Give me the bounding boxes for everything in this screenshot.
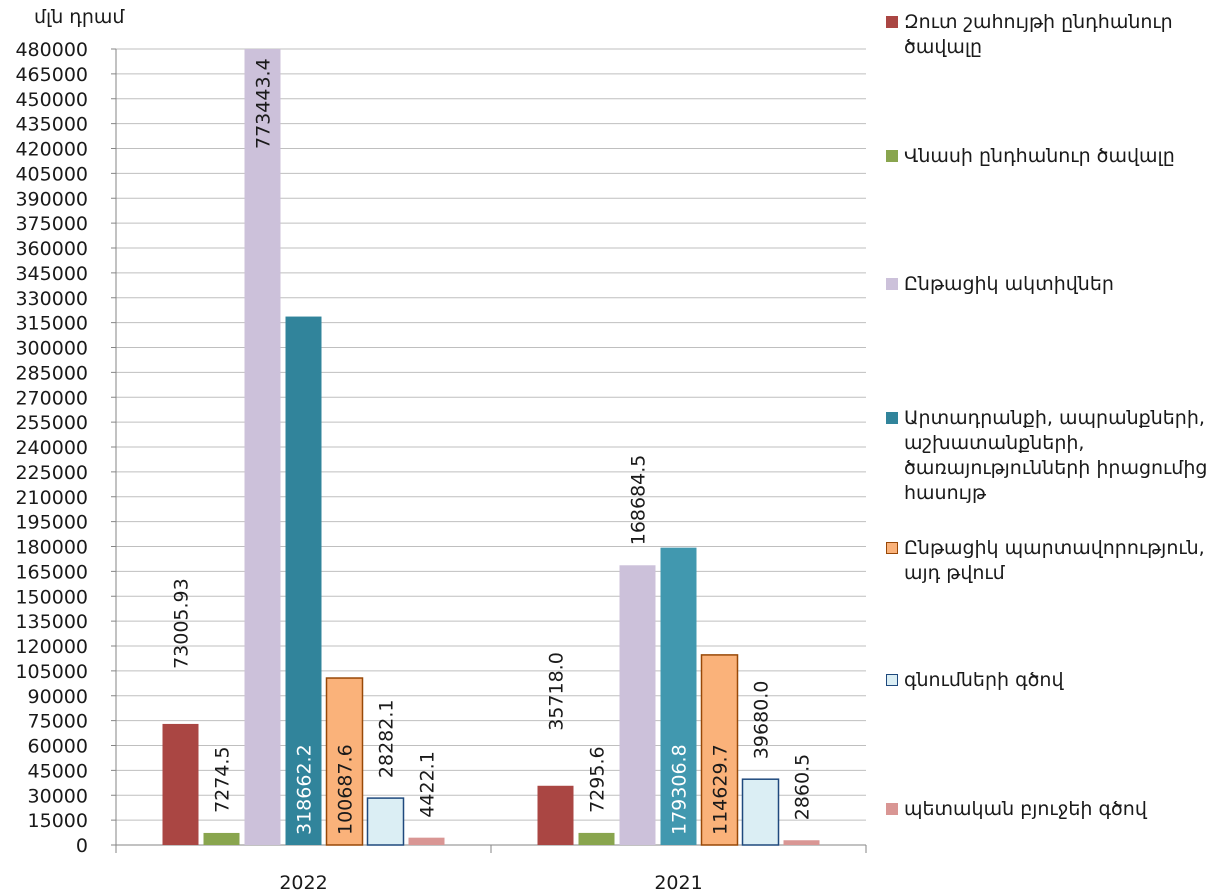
y-tick-label: 270000	[15, 387, 88, 409]
bar	[783, 840, 820, 845]
bar	[244, 49, 281, 845]
bar	[578, 832, 615, 845]
y-tick-label: 0	[76, 835, 88, 857]
y-tick-label: 15000	[28, 810, 88, 832]
y-tick-label: 285000	[15, 362, 88, 384]
gridlines	[111, 48, 866, 846]
legend-item: գնումների գծով	[886, 668, 1211, 693]
legend: Զուտ շահույթի ընդհանուր ծավալը Վնասի ընդհ…	[886, 0, 1215, 892]
data-label: 773443.4	[253, 58, 275, 149]
legend-swatch	[886, 803, 898, 815]
y-tick-label: 45000	[28, 760, 88, 782]
bar	[700, 654, 739, 846]
y-tick-label: 60000	[28, 736, 88, 758]
y-tick-label: 30000	[28, 785, 88, 807]
bar	[325, 677, 364, 846]
bar	[741, 778, 780, 846]
y-tick-label: 480000	[15, 39, 88, 61]
data-label: 100687.6	[335, 744, 357, 835]
legend-swatch	[886, 412, 898, 424]
data-label: 114629.7	[710, 744, 732, 835]
legend-item: Ընթացիկ ակտիվներ	[886, 272, 1211, 297]
legend-label: Վնասի ընդհանուր ծավալը	[904, 145, 1175, 167]
y-tick-label: 105000	[15, 661, 88, 683]
y-tick-label: 435000	[15, 114, 88, 136]
legend-item: Արտադրանքի, ապրանքների, աշխատանքների, ծա…	[886, 406, 1211, 506]
y-tick-label: 210000	[15, 487, 88, 509]
axes	[115, 49, 867, 853]
legend-swatch	[886, 674, 898, 686]
data-label: 318662.2	[294, 744, 316, 835]
y-tick-label: 465000	[15, 64, 88, 86]
y-tick-label: 390000	[15, 188, 88, 210]
y-tick-label: 405000	[15, 163, 88, 185]
data-labels: 73005.93 7274.5 773443.4 318662.2 100687.6 28…	[171, 58, 814, 835]
y-tick-label: 255000	[15, 412, 88, 434]
y-tick-label: 315000	[15, 313, 88, 335]
legend-label: Ընթացիկ ակտիվներ	[904, 273, 1114, 295]
y-tick-label: 195000	[15, 512, 88, 534]
legend-swatch	[886, 16, 898, 28]
legend-item: պետական բյուջեի գծով	[886, 797, 1211, 822]
y-tick-label: 345000	[15, 263, 88, 285]
bar	[408, 837, 445, 845]
data-label: 28282.1	[376, 700, 398, 779]
data-label: 4422.1	[417, 751, 439, 817]
x-tick-label: 2022	[279, 872, 327, 892]
bar	[619, 565, 656, 845]
y-tick-label: 375000	[15, 213, 88, 235]
y-tick-label: 135000	[15, 611, 88, 633]
legend-label: գնումների գծով	[904, 669, 1064, 691]
y-tick-label: 240000	[15, 437, 88, 459]
y-tick-label: 360000	[15, 238, 88, 260]
bar	[660, 547, 697, 845]
y-tick-label: 120000	[15, 636, 88, 658]
bar	[162, 723, 199, 845]
data-label: 2860.5	[792, 754, 814, 820]
bar	[285, 316, 322, 845]
legend-swatch	[886, 542, 898, 554]
legend-item: Ընթացիկ պարտավորություն, այդ թվում	[886, 536, 1211, 586]
legend-label: Արտադրանքի, ապրանքների, աշխատանքների, ծա…	[904, 407, 1208, 504]
y-tick-label: 90000	[28, 686, 88, 708]
x-tick-label: 2021	[654, 872, 702, 892]
data-label: 35718.0	[546, 652, 568, 731]
data-label: 179306.8	[669, 744, 691, 835]
y-axis-unit-label: մլն դրամ	[34, 6, 125, 28]
data-label: 7274.5	[212, 746, 234, 812]
data-label: 168684.5	[628, 455, 650, 546]
y-tick-label: 330000	[15, 288, 88, 310]
y-tick-label: 150000	[15, 586, 88, 608]
data-label: 73005.93	[171, 578, 193, 669]
y-tick-label: 420000	[15, 139, 88, 161]
x-axis-tick-labels: 2022 2021	[279, 872, 702, 892]
y-tick-label: 300000	[15, 338, 88, 360]
y-tick-label: 450000	[15, 89, 88, 111]
data-label: 7295.6	[587, 746, 609, 812]
legend-item: Վնասի ընդհանուր ծավալը	[886, 144, 1211, 169]
data-label: 39680.0	[751, 681, 773, 760]
legend-label: Զուտ շահույթի ընդհանուր ծավալը	[904, 11, 1173, 58]
bar	[537, 785, 574, 845]
legend-label: պետական բյուջեի գծով	[904, 798, 1147, 820]
bars	[162, 49, 820, 846]
legend-swatch	[886, 278, 898, 290]
bar	[203, 832, 240, 845]
legend-label: Ընթացիկ պարտավորություն, այդ թվում	[904, 537, 1205, 584]
legend-item: Զուտ շահույթի ընդհանուր ծավալը	[886, 10, 1211, 60]
bar	[366, 797, 405, 846]
y-tick-label: 165000	[15, 561, 88, 583]
legend-swatch	[886, 150, 898, 162]
y-tick-label: 75000	[28, 711, 88, 733]
y-tick-label: 225000	[15, 462, 88, 484]
y-tick-label: 180000	[15, 537, 88, 559]
